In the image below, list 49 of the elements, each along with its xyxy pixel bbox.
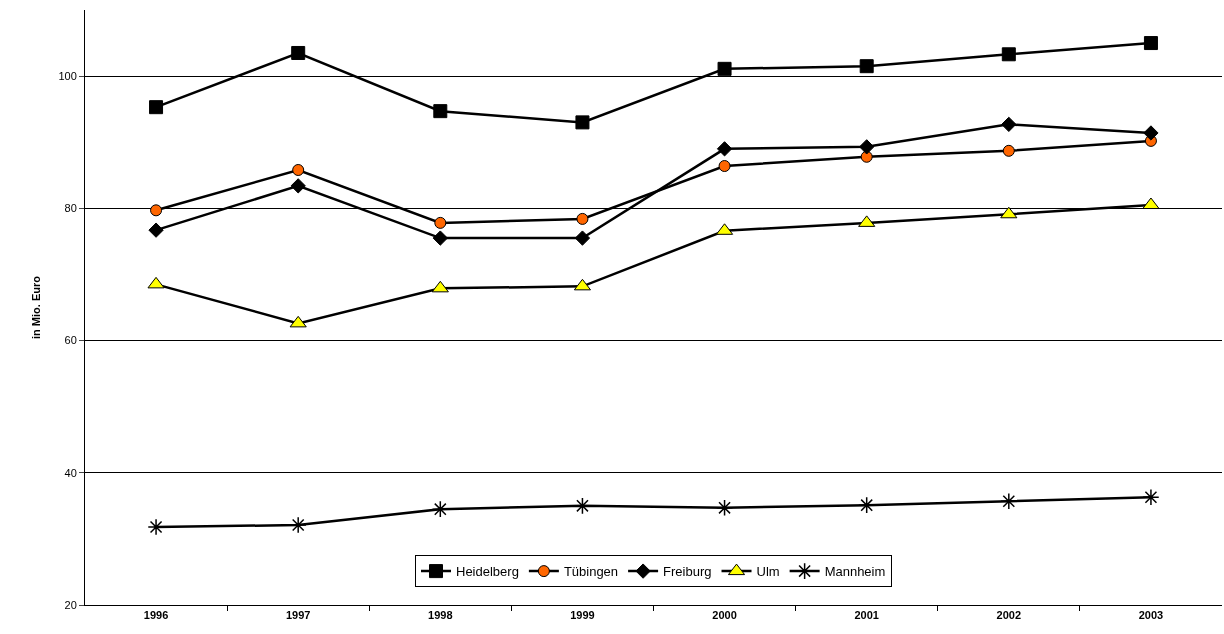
y-tick-label: 60	[64, 334, 77, 347]
x-tick-label: 1999	[570, 609, 595, 622]
point	[716, 499, 734, 517]
x-tick-label: 2002	[996, 609, 1022, 622]
legend-label: Ulm	[756, 564, 780, 580]
point	[147, 276, 165, 289]
legend-label: Heidelberg	[456, 564, 519, 580]
point	[150, 204, 163, 217]
point	[431, 280, 449, 293]
point	[574, 230, 591, 246]
point	[859, 139, 875, 155]
x-tick-label: 2001	[854, 609, 879, 622]
legend-label: Mannheim	[824, 564, 886, 580]
y-tick-label: 40	[64, 466, 77, 479]
point	[290, 178, 306, 194]
point	[575, 115, 590, 130]
point	[291, 45, 306, 60]
point	[1001, 47, 1016, 62]
legend-label: Freiburg	[663, 564, 712, 580]
point	[432, 230, 448, 246]
x-tick-label: 1996	[143, 609, 169, 622]
point	[1001, 116, 1017, 133]
point	[1143, 36, 1158, 51]
x-tick-label: 2003	[1138, 609, 1164, 622]
legend-label: Tübingen	[563, 564, 619, 580]
point	[148, 222, 164, 238]
point	[859, 59, 874, 74]
point	[431, 500, 449, 518]
point	[718, 160, 731, 173]
point	[716, 141, 733, 157]
y-tick-label: 20	[64, 598, 77, 611]
point	[149, 100, 164, 115]
point	[1142, 488, 1160, 506]
point	[292, 163, 305, 176]
point	[576, 212, 589, 225]
x-tick-label: 1998	[428, 609, 453, 622]
point	[1000, 206, 1018, 219]
x-tick-label: 1997	[285, 609, 311, 622]
point	[1142, 197, 1160, 210]
point	[289, 315, 307, 328]
y-axis-title: in Mio. Euro	[30, 275, 43, 339]
point	[717, 61, 732, 76]
y-tick-label: 100	[58, 69, 77, 82]
point	[434, 216, 447, 229]
point	[1143, 125, 1159, 141]
y-tick-label: 80	[64, 202, 77, 215]
x-tick-label: 2000	[712, 609, 737, 622]
point	[1002, 144, 1015, 157]
point	[433, 104, 448, 119]
